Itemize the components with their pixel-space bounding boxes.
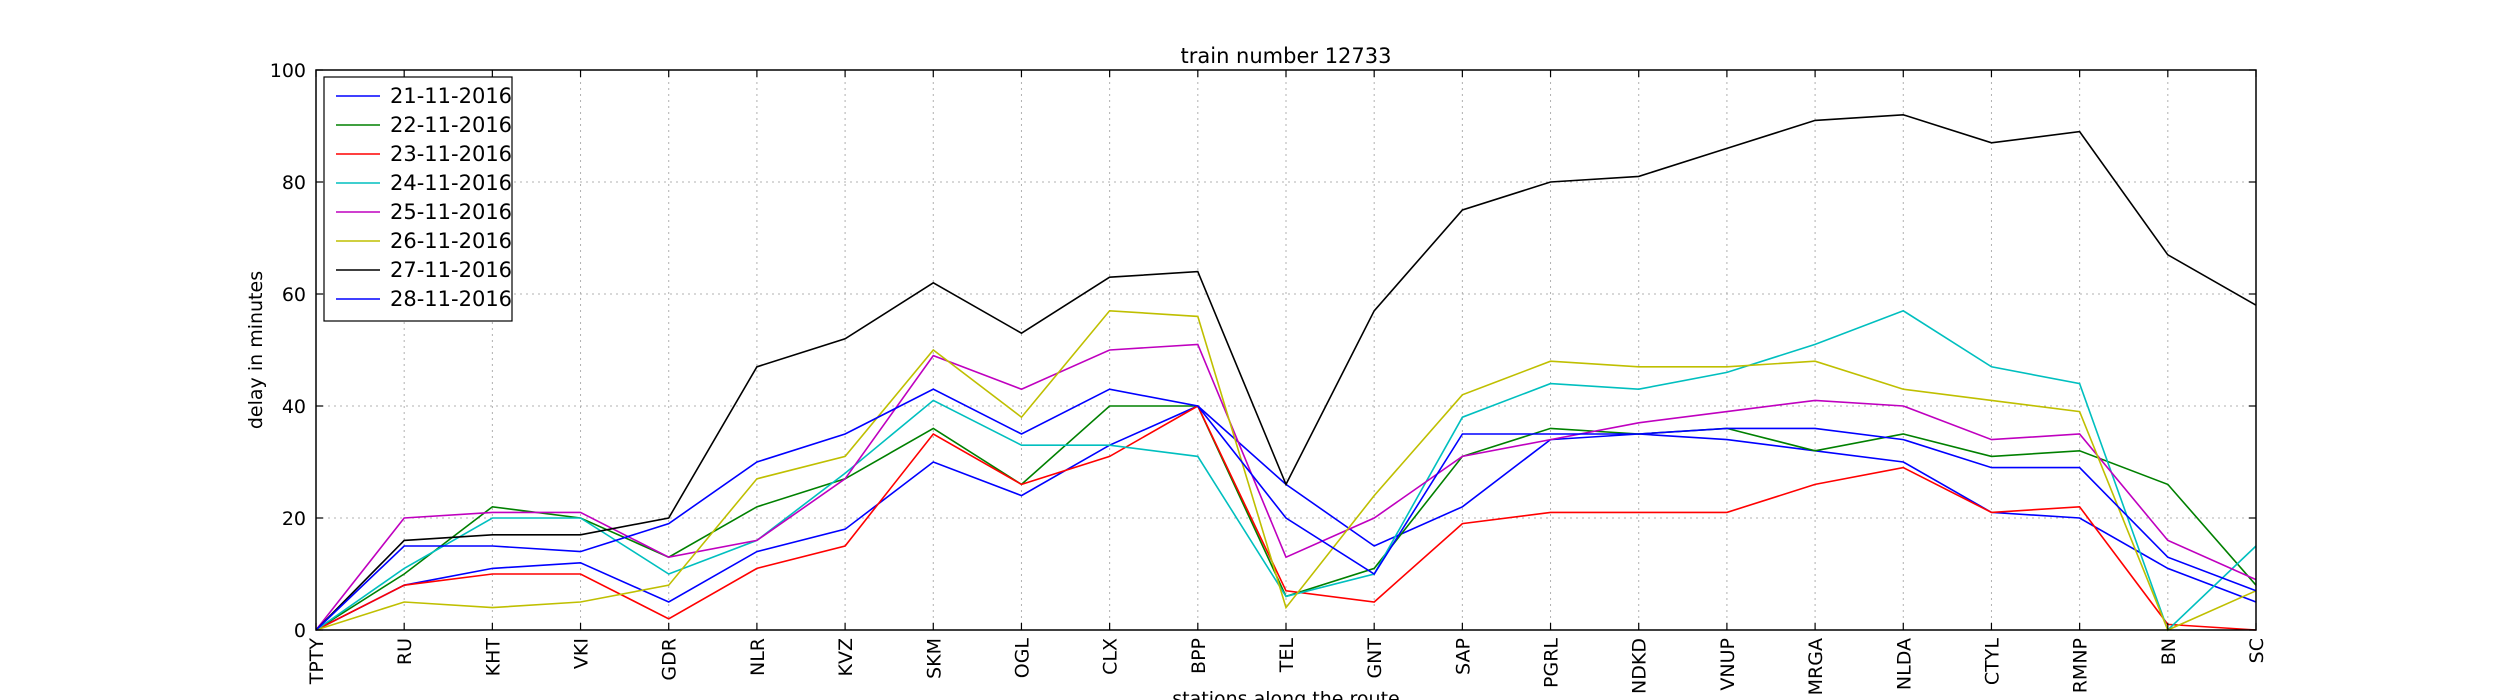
x-tick-label: SAP xyxy=(1452,638,1474,675)
x-tick-label: NLDA xyxy=(1893,638,1915,690)
x-axis-ticks: TPTY RU KHT VKI GDR NLR KVZ SKM OGL CLX BPP TEL GNT S… xyxy=(306,70,2268,695)
legend-entry: 26-11-2016 xyxy=(390,229,512,253)
y-axis-ticks: 0 20 40 60 80 100 xyxy=(270,60,2256,642)
series-lines xyxy=(315,113,2257,632)
x-tick-label: RU xyxy=(394,638,416,665)
legend-entry: 24-11-2016 xyxy=(390,171,512,195)
x-tick-label: RMNP xyxy=(2070,638,2092,693)
x-tick-label: CTYL xyxy=(1981,638,2003,685)
series-line-26-11-2016 xyxy=(315,309,2257,632)
x-tick-label: BPP xyxy=(1188,638,1210,674)
x-tick-label: GDR xyxy=(659,638,681,681)
y-tick-label: 60 xyxy=(282,284,306,306)
x-tick-label: GNT xyxy=(1364,638,1386,679)
x-tick-label: OGL xyxy=(1011,638,1033,679)
x-tick-label: NDKD xyxy=(1629,638,1651,694)
x-tick-label: CLX xyxy=(1100,638,1122,675)
series-line-23-11-2016 xyxy=(315,404,2257,631)
y-tick-label: 20 xyxy=(282,508,306,530)
series-line-27-11-2016 xyxy=(315,113,2257,631)
x-tick-label: TEL xyxy=(1276,638,1298,674)
x-tick-label: KHT xyxy=(482,638,504,677)
legend-box xyxy=(323,76,513,322)
legend: 21-11-2016 22-11-2016 23-11-2016 24-11-2016… xyxy=(323,76,513,322)
x-tick-label: TPTY xyxy=(306,638,328,686)
legend-entry: 27-11-2016 xyxy=(390,258,512,282)
x-tick-label: PGRL xyxy=(1541,638,1563,688)
x-tick-label: VKI xyxy=(571,638,593,669)
series-line-28-11-2016 xyxy=(315,388,2257,631)
y-axis-label: delay in minutes xyxy=(245,271,267,429)
x-tick-label: BN xyxy=(2158,638,2180,665)
legend-entry: 22-11-2016 xyxy=(390,113,512,137)
x-tick-label: KVZ xyxy=(835,638,857,676)
x-tick-label: NLR xyxy=(747,638,769,676)
x-tick-label: VNUP xyxy=(1717,638,1739,691)
chart-title: train number 12733 xyxy=(1181,44,1392,68)
y-tick-label: 40 xyxy=(282,396,306,418)
legend-entry: 28-11-2016 xyxy=(390,287,512,311)
legend-entry: 25-11-2016 xyxy=(390,200,512,224)
x-tick-label: SC xyxy=(2246,638,2268,663)
series-line-25-11-2016 xyxy=(315,343,2257,631)
x-tick-label: MRGA xyxy=(1805,638,1827,695)
y-tick-label: 0 xyxy=(294,620,306,642)
series-line-24-11-2016 xyxy=(315,309,2257,632)
y-tick-label: 100 xyxy=(270,60,306,82)
legend-entry: 21-11-2016 xyxy=(390,84,512,108)
x-tick-label: SKM xyxy=(923,638,945,679)
x-axis-label: stations along the route xyxy=(1172,688,1399,700)
y-tick-label: 80 xyxy=(282,172,306,194)
legend-entry: 23-11-2016 xyxy=(390,142,512,166)
